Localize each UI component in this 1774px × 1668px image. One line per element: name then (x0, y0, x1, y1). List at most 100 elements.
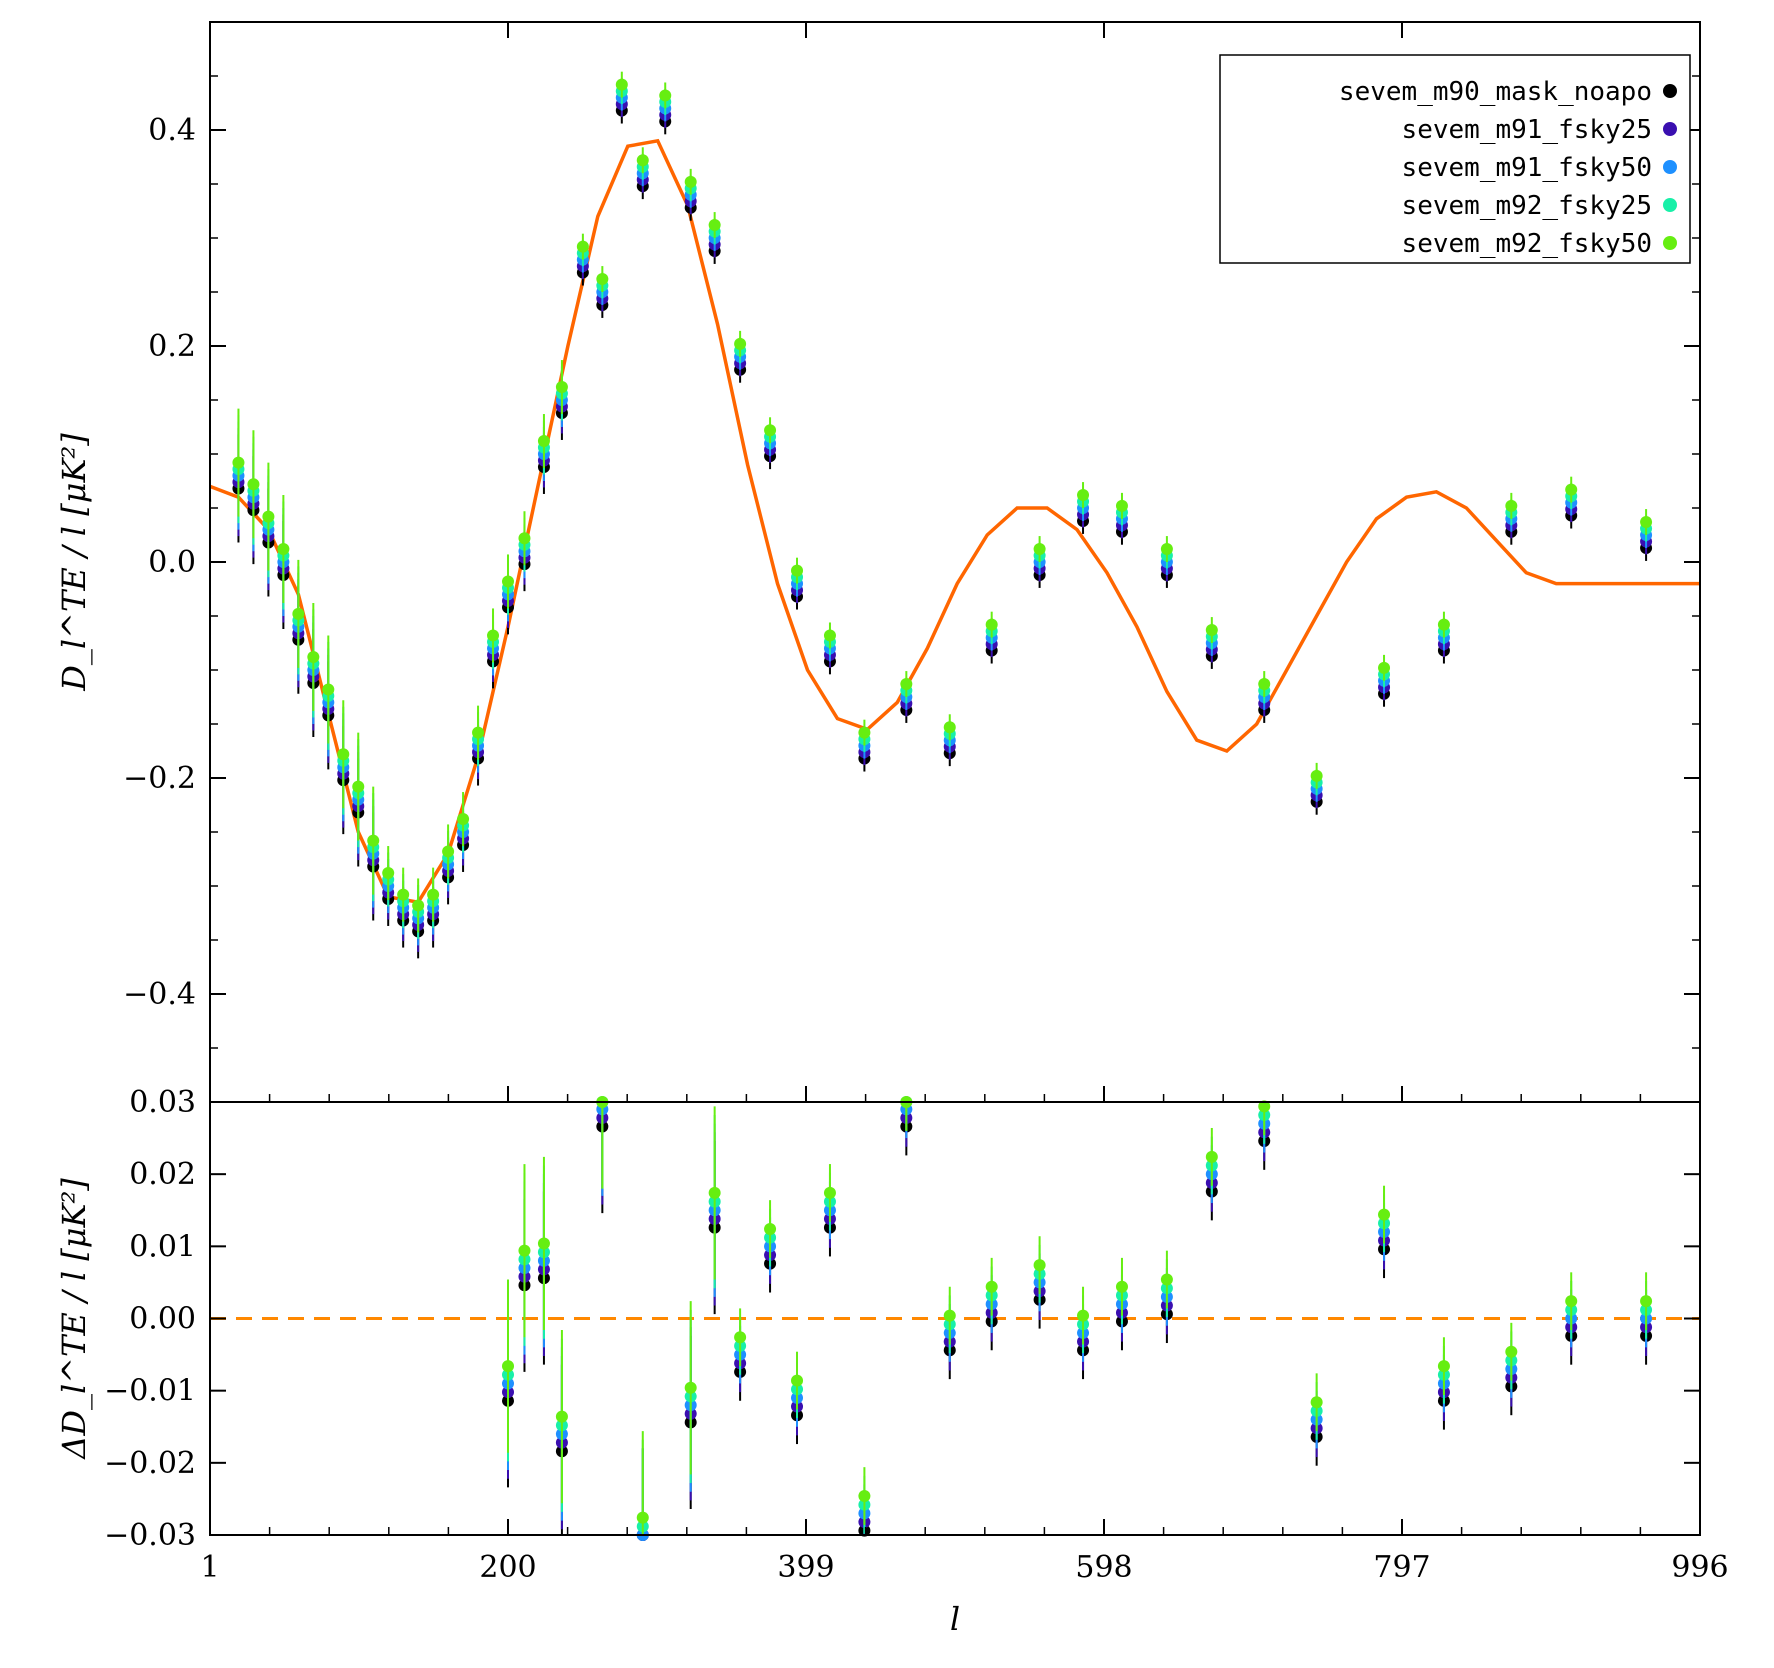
top-y-axis-label: D_l^TE / l [μK²] (55, 433, 93, 692)
data-point (734, 337, 747, 350)
data-point (367, 834, 380, 847)
top-panel: 0.4 0.2 0.0 −0.2 −0.4 D_l^TE / l [μK²] (55, 21, 1701, 1103)
residual-point (502, 1360, 514, 1373)
data-point (277, 543, 290, 556)
data-point (615, 78, 628, 91)
residual-point (708, 1186, 721, 1199)
x-axis-label: l (950, 1600, 960, 1638)
data-point (518, 532, 531, 545)
data-point (823, 629, 836, 642)
data-point (427, 888, 440, 901)
x-tick-label: 1 (200, 1550, 219, 1585)
data-point (1033, 543, 1046, 556)
bottom-y-tick-label: 0.00 (129, 1302, 196, 1337)
data-point (1077, 489, 1090, 502)
data-point (337, 748, 350, 761)
data-point (382, 867, 395, 880)
data-point (943, 721, 956, 734)
legend-marker (1663, 122, 1677, 136)
residual-point (1033, 1259, 1046, 1272)
data-point (900, 678, 913, 691)
legend-marker (1663, 236, 1677, 250)
data-point (1378, 661, 1391, 674)
data-point (1565, 483, 1578, 496)
residual-point (537, 1237, 550, 1250)
data-point (397, 888, 410, 901)
data-point (858, 726, 871, 739)
data-point (1437, 618, 1450, 631)
data-point (985, 618, 998, 631)
data-point (596, 273, 609, 286)
residual-point (1378, 1208, 1391, 1221)
data-point (487, 629, 500, 642)
legend-label: sevem_m92_fsky25 (1402, 191, 1652, 221)
residual-point (943, 1309, 956, 1322)
residual-point (1115, 1280, 1128, 1293)
legend-label: sevem_m91_fsky25 (1402, 115, 1652, 145)
residual-point (791, 1374, 804, 1387)
bottom-y-tick-label: −0.02 (104, 1446, 196, 1481)
residual-point (1310, 1396, 1323, 1409)
top-y-tick-label: −0.2 (123, 761, 196, 796)
x-tick-label: 200 (479, 1550, 536, 1585)
legend-marker (1663, 198, 1677, 212)
data-point (247, 478, 260, 491)
data-point (442, 845, 455, 858)
data-point (537, 435, 550, 448)
data-point (1258, 678, 1271, 691)
top-y-tick-label: 0.2 (148, 329, 196, 364)
residual-point (823, 1186, 836, 1199)
top-y-tick-label: −0.4 (123, 977, 196, 1012)
residual-point (636, 1511, 649, 1524)
legend-marker (1663, 160, 1677, 174)
x-tick-label: 797 (1373, 1550, 1430, 1585)
data-point (232, 456, 245, 469)
data-point (412, 899, 425, 912)
residual-point (684, 1381, 697, 1394)
data-point (708, 219, 721, 232)
data-point (1310, 769, 1323, 782)
residual-point (858, 1490, 871, 1503)
legend-marker (1663, 84, 1677, 98)
data-point (1205, 624, 1218, 637)
data-point (576, 240, 589, 253)
data-point (1160, 543, 1173, 556)
legend-label: sevem_m91_fsky50 (1402, 153, 1652, 183)
x-tick-label: 598 (1075, 1550, 1132, 1585)
bottom-panel: 0.03 0.02 0.01 0.00 −0.01 −0.02 −0.03 ΔD_l^TE … (55, 1085, 1701, 1553)
data-point (764, 424, 777, 437)
bottom-y-tick-label: 0.02 (129, 1157, 196, 1192)
data-points-layer (232, 71, 1653, 959)
residual-point (555, 1410, 568, 1423)
data-point (502, 575, 514, 588)
legend: sevem_m90_mask_noapo sevem_m91_fsky25seve… (1219, 54, 1691, 264)
residual-point (1505, 1345, 1518, 1358)
bottom-y-tick-label: −0.01 (104, 1374, 196, 1409)
residual-point (1160, 1273, 1173, 1286)
residual-point (734, 1331, 747, 1344)
residual-point (1565, 1295, 1578, 1308)
data-point (262, 510, 275, 523)
data-point (791, 564, 804, 577)
data-point (1640, 516, 1653, 529)
data-point (555, 381, 568, 394)
data-point (457, 813, 470, 826)
data-point (472, 726, 485, 739)
data-point (659, 89, 672, 102)
bottom-y-axis-label: ΔD_l^TE / l [μK²] (55, 1178, 93, 1461)
residual-point (764, 1223, 777, 1236)
residual-point (1640, 1295, 1653, 1308)
top-y-tick-label: 0.0 (148, 545, 196, 580)
data-point (684, 175, 697, 188)
x-ticks: 1 200 399 598 797 996 (200, 22, 1729, 1585)
residual-point (1258, 1100, 1271, 1113)
legend-label: sevem_m90_mask_noapo (1339, 77, 1652, 107)
bottom-y-ticks: 0.03 0.02 0.01 0.00 −0.01 −0.02 −0.03 (104, 1085, 1700, 1553)
data-point (322, 683, 335, 696)
legend-items: sevem_m90_mask_noapo sevem_m91_fsky25seve… (1339, 77, 1677, 259)
top-y-tick-label: 0.4 (148, 113, 196, 148)
residual-point (518, 1244, 531, 1257)
x-tick-label: 996 (1671, 1550, 1728, 1585)
data-point (352, 780, 365, 793)
